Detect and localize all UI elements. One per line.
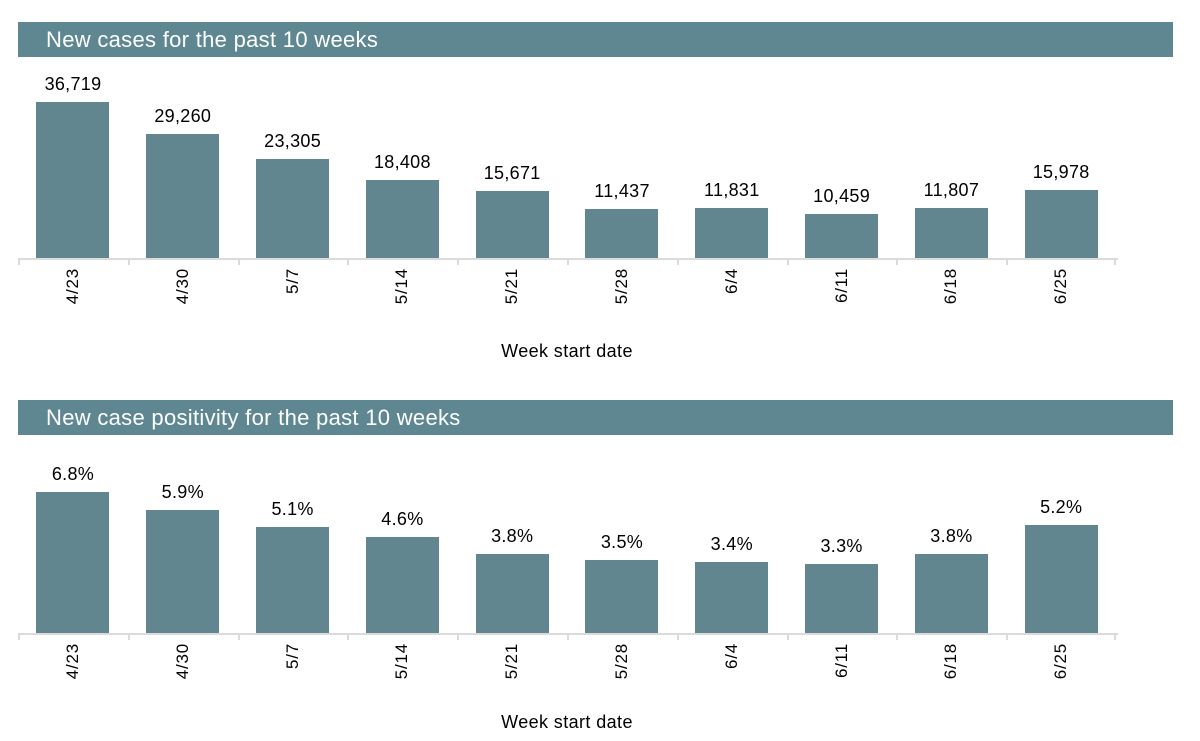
bar-plot: 6.8% 4/23 5.9% 4/30 5.1% 5/7 4.6% 5/14 3.8% 5/21 3… — [18, 450, 1118, 679]
bar-5/7 — [256, 526, 329, 633]
bar-4/23 — [36, 101, 110, 258]
x-tick — [237, 258, 240, 265]
bar-6/4 — [695, 562, 769, 633]
x-tick-label: 5/28 — [611, 643, 631, 680]
value-label: 11,437 — [594, 181, 650, 202]
bar-5/7 — [256, 158, 329, 258]
value-label: 11,807 — [923, 179, 980, 200]
value-label: 5.1% — [271, 498, 314, 519]
x-tick — [567, 633, 569, 640]
bar-5/21 — [475, 554, 549, 633]
x-tick — [676, 258, 679, 265]
x-tick — [1114, 258, 1116, 265]
chart-title-bar: New cases for the past 10 weeks — [18, 22, 1173, 57]
bar-4/30 — [146, 510, 220, 633]
x-tick-label: 6/4 — [721, 268, 741, 295]
bar-5/14 — [365, 179, 439, 258]
x-tick-label: 5/21 — [502, 268, 522, 305]
bar-6/25 — [1024, 524, 1098, 633]
value-label: 23,305 — [264, 130, 322, 151]
x-axis-label: Week start date — [501, 712, 633, 732]
value-label: 10,459 — [813, 185, 871, 206]
x-tick-label: 4/30 — [172, 268, 192, 305]
x-tick-label: 6/25 — [1051, 268, 1071, 305]
bar-5/28 — [585, 560, 659, 633]
bar-6/11 — [805, 213, 878, 258]
x-tick — [896, 633, 899, 640]
x-tick — [18, 258, 20, 265]
x-tick — [457, 258, 460, 265]
bar-6/18 — [914, 207, 988, 258]
x-tick-label: 5/28 — [611, 268, 631, 305]
x-axis-label: Week start date — [501, 341, 633, 361]
value-label: 5.9% — [161, 482, 204, 503]
x-tick-label: 5/7 — [282, 643, 302, 670]
x-tick — [1006, 258, 1009, 265]
x-tick — [676, 633, 679, 640]
x-tick-label: 6/11 — [831, 643, 851, 679]
x-tick-label: 4/30 — [172, 643, 192, 680]
bar-4/23 — [36, 491, 110, 633]
x-tick-label: 5/14 — [392, 643, 412, 680]
x-tick — [786, 258, 789, 265]
x-tick — [1114, 633, 1116, 640]
x-tick-label: 6/11 — [831, 268, 851, 304]
value-label: 3.4% — [710, 534, 753, 555]
x-tick-label: 5/21 — [502, 643, 522, 680]
bar-5/14 — [365, 537, 439, 633]
bar-4/30 — [146, 133, 220, 258]
x-tick-label: 6/18 — [941, 268, 961, 305]
x-tick-label: 6/4 — [721, 643, 741, 670]
x-tick — [347, 633, 350, 640]
value-label: 3.5% — [600, 532, 644, 553]
value-label: 15,671 — [483, 163, 541, 184]
x-tick — [786, 633, 789, 640]
value-label: 3.8% — [930, 526, 973, 546]
value-label: 3.3% — [820, 536, 863, 557]
value-label: 3.8% — [491, 526, 534, 546]
x-tick — [237, 633, 240, 640]
x-tick-label: 4/23 — [62, 268, 82, 305]
value-label: 15,978 — [1032, 162, 1090, 182]
x-tick — [18, 633, 20, 640]
x-tick — [127, 258, 130, 265]
x-tick-label: 5/14 — [392, 268, 412, 305]
x-tick — [567, 258, 569, 265]
x-tick — [127, 633, 130, 640]
x-tick-label: 4/23 — [62, 643, 82, 680]
value-label: 11,831 — [704, 179, 760, 200]
value-label: 6.8% — [51, 463, 95, 484]
value-label: 36,719 — [44, 73, 102, 94]
chart-title: New cases for the past 10 weeks — [46, 27, 379, 52]
x-tick-label: 5/7 — [282, 268, 302, 295]
value-label: 18,408 — [373, 151, 431, 172]
x-tick — [457, 633, 460, 640]
value-label: 29,260 — [154, 105, 212, 126]
value-label: 5.2% — [1040, 496, 1083, 517]
chart-title: New case positivity for the past 10 week… — [46, 405, 461, 430]
bar-6/4 — [695, 207, 769, 258]
x-tick-label: 6/25 — [1051, 643, 1071, 680]
bar-5/28 — [585, 209, 659, 258]
x-tick — [347, 258, 350, 265]
value-label: 4.6% — [381, 509, 424, 530]
bar-6/11 — [805, 564, 878, 633]
bar-6/18 — [914, 554, 988, 633]
bar-6/25 — [1024, 190, 1098, 258]
x-tick-label: 6/18 — [941, 643, 961, 680]
x-tick — [1006, 633, 1009, 640]
bar-plot: 36,719 4/23 29,260 4/30 23,305 5/7 18,408 5/14 1… — [18, 73, 1118, 304]
x-tick — [896, 258, 899, 265]
bar-5/21 — [475, 191, 549, 258]
chart-title-bar: New case positivity for the past 10 week… — [18, 400, 1173, 435]
